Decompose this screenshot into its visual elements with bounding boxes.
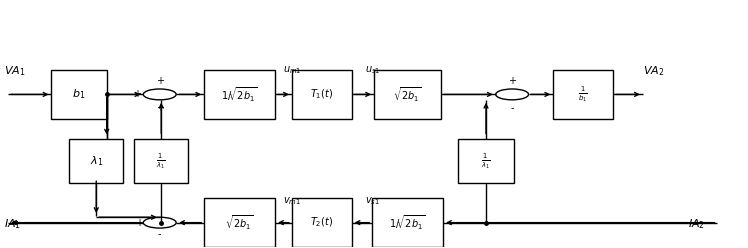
Bar [204, 70, 275, 119]
Text: +: + [156, 103, 164, 113]
Text: $\frac{1}{\lambda_1}$: $\frac{1}{\lambda_1}$ [481, 151, 491, 171]
Text: $b_1$: $b_1$ [73, 88, 86, 101]
Bar [373, 198, 443, 247]
Text: $u_{m1}$: $u_{m1}$ [283, 64, 301, 76]
Text: $T_1(t)$: $T_1(t)$ [310, 88, 334, 101]
Bar [458, 139, 514, 183]
Text: +: + [135, 218, 143, 228]
Text: +: + [133, 90, 141, 99]
Text: $VA_2$: $VA_2$ [643, 64, 664, 78]
Text: $IA_1$: $IA_1$ [4, 217, 22, 231]
Text: $VA_1$: $VA_1$ [4, 64, 26, 78]
Text: $1/\!\sqrt{2b_1}$: $1/\!\sqrt{2b_1}$ [221, 85, 258, 103]
Text: $\sqrt{2b_1}$: $\sqrt{2b_1}$ [225, 214, 254, 232]
Bar [51, 70, 107, 119]
Text: $IA_2$: $IA_2$ [687, 217, 705, 231]
Text: $1/\!\sqrt{2b_1}$: $1/\!\sqrt{2b_1}$ [390, 214, 426, 232]
Text: $\sqrt{2b_1}$: $\sqrt{2b_1}$ [393, 85, 422, 103]
Text: $v_{m1}$: $v_{m1}$ [283, 195, 301, 207]
Text: $\frac{1}{b_1}$: $\frac{1}{b_1}$ [578, 85, 588, 104]
Text: $v_{s1}$: $v_{s1}$ [365, 195, 380, 207]
Text: -: - [510, 103, 514, 114]
Text: -: - [158, 230, 162, 240]
Text: $T_2(t)$: $T_2(t)$ [310, 216, 334, 229]
Bar [70, 139, 123, 183]
Text: $\frac{1}{\lambda_1}$: $\frac{1}{\lambda_1}$ [156, 151, 166, 171]
Bar [292, 198, 352, 247]
Bar [374, 70, 441, 119]
Text: $\lambda_1$: $\lambda_1$ [90, 154, 103, 168]
Text: $u_{s1}$: $u_{s1}$ [365, 64, 380, 76]
Text: +: + [508, 76, 516, 86]
Text: +: + [156, 76, 164, 86]
Bar [554, 70, 613, 119]
Bar [135, 139, 188, 183]
Bar [204, 198, 275, 247]
Bar [292, 70, 352, 119]
